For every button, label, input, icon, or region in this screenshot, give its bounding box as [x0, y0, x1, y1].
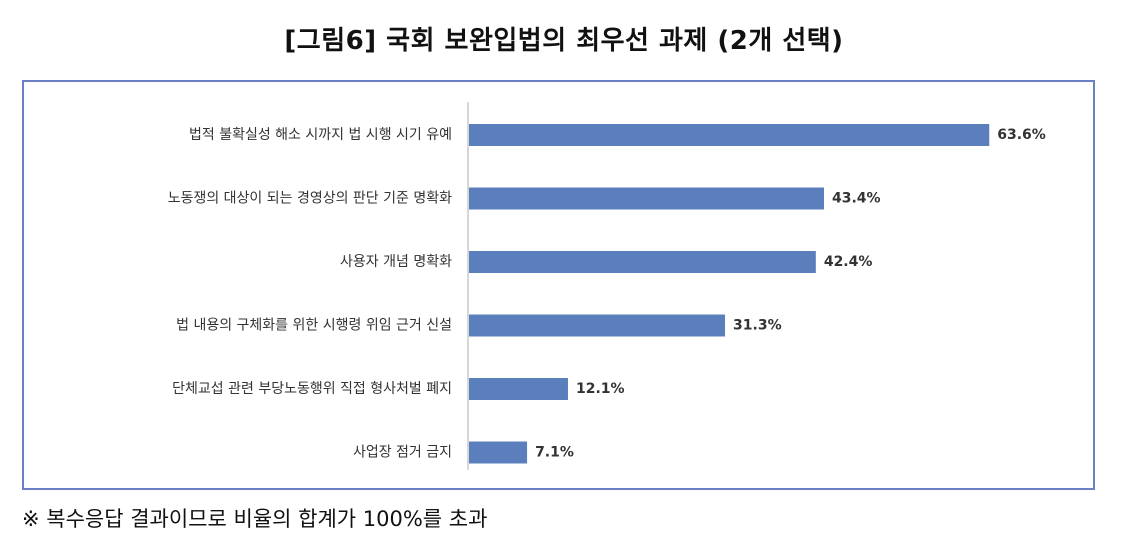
chart-title: [그림6] 국회 보완입법의 최우선 과제 (2개 선택)	[284, 26, 844, 56]
value-label: 7.1%	[535, 445, 574, 461]
category-label: 법 내용의 구체화를 위한 시행령 위임 근거 신설	[176, 318, 452, 334]
bar	[469, 441, 528, 464]
value-label: 63.6%	[997, 127, 1046, 143]
value-label: 12.1%	[576, 381, 625, 397]
category-label: 단체교섭 관련 부당노동행위 직접 형사처벌 폐지	[172, 381, 452, 397]
footnote: ※ 복수응답 결과이므로 비율의 합계가 100%를 초과	[22, 507, 488, 531]
bar	[469, 378, 568, 400]
value-label: 43.4%	[832, 191, 881, 207]
category-label: 사업장 점거 금지	[353, 445, 452, 461]
category-label: 법적 불확실성 해소 시까지 법 시행 시기 유예	[189, 127, 452, 143]
bar	[469, 124, 990, 146]
bar	[469, 314, 726, 337]
category-label: 사용자 개념 명확화	[340, 254, 452, 270]
bar	[469, 251, 816, 273]
chart-frame	[22, 80, 1095, 490]
value-label: 42.4%	[824, 254, 873, 270]
value-label: 31.3%	[733, 318, 782, 334]
bars-group: 법적 불확실성 해소 시까지 법 시행 시기 유예 63.6% 노동쟁의 대상이 되…	[168, 124, 1046, 464]
bar	[469, 187, 825, 210]
category-label: 노동쟁의 대상이 되는 경영상의 판단 기준 명확화	[168, 191, 452, 207]
